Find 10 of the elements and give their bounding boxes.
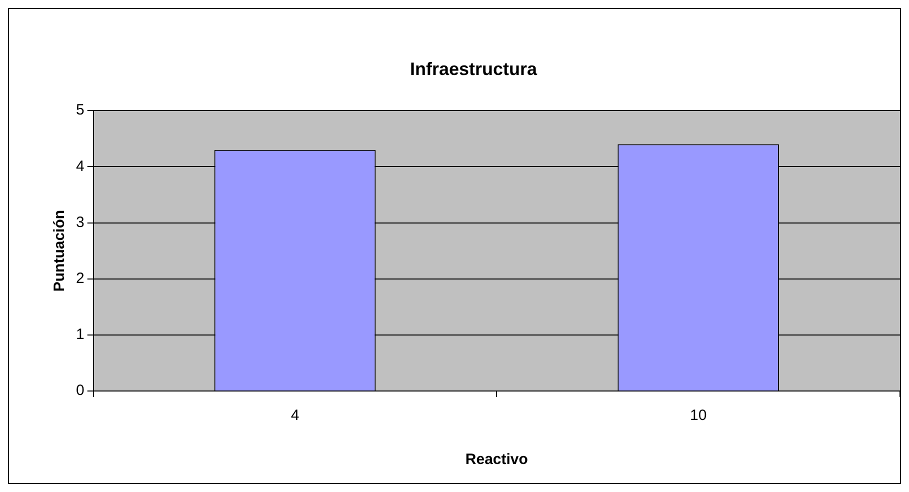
y-axis-title: Puntuación [51,210,68,292]
x-tick-label: 10 [690,407,707,424]
y-tick-label: 5 [76,102,84,119]
y-tick-label: 1 [76,326,84,344]
x-axis-title: Reactivo [465,451,528,468]
chart-title: Infraestructura [410,58,538,79]
y-tick-label: 4 [76,158,84,175]
y-tick-label: 2 [76,270,84,287]
y-tick-label: 3 [76,214,84,231]
y-tick-label: 0 [76,382,84,400]
